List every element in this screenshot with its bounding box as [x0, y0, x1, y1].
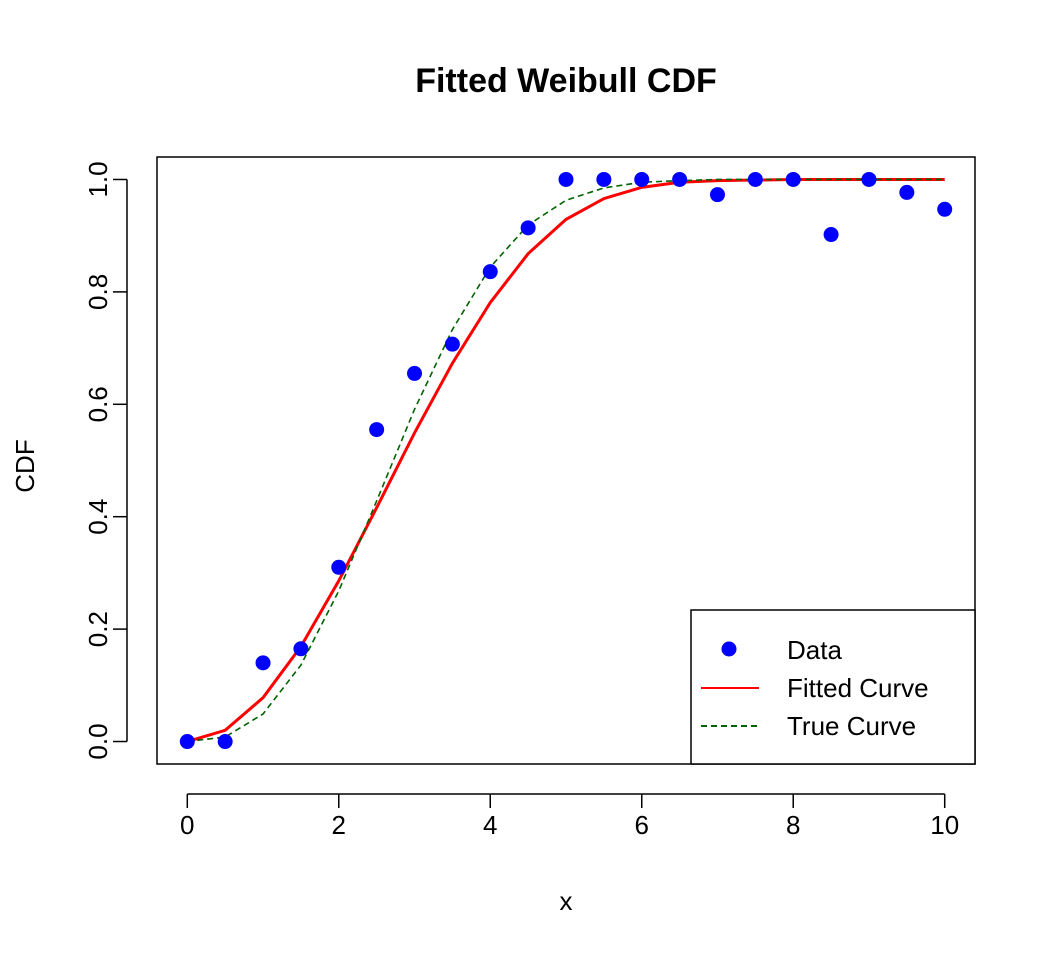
- y-tick-label: 0.0: [83, 723, 113, 759]
- data-point: [823, 227, 839, 243]
- data-point: [293, 641, 309, 657]
- data-point: [444, 336, 460, 352]
- data-point: [709, 187, 725, 203]
- y-tick-label: 1.0: [83, 161, 113, 197]
- plot-frame: [156, 156, 976, 765]
- data-point: [407, 365, 423, 381]
- data-point: [937, 201, 953, 217]
- legend-data-marker: [721, 641, 737, 657]
- y-tick-label: 0.2: [83, 611, 113, 647]
- data-point: [558, 171, 574, 187]
- x-tick-label: 2: [332, 810, 346, 840]
- data-point: [672, 171, 688, 187]
- legend-data-label: Data: [787, 635, 842, 665]
- data-point: [255, 655, 271, 671]
- y-tick-label: 0.4: [83, 499, 113, 535]
- data-point: [785, 171, 801, 187]
- chart-title: Fitted Weibull CDF: [415, 62, 717, 100]
- data-point: [217, 734, 233, 750]
- fitted-curve-line: [186, 177, 945, 743]
- data-point: [331, 559, 347, 575]
- x-axis: 0 2 4 6 8 10: [180, 793, 959, 840]
- x-tick-label: 8: [786, 810, 800, 840]
- points-layer: [179, 171, 953, 750]
- x-tick-label: 6: [635, 810, 649, 840]
- x-tick-label: 10: [930, 810, 959, 840]
- legend-true-label: True Curve: [787, 711, 916, 741]
- legend: Data Fitted Curve True Curve: [690, 609, 976, 765]
- data-point: [596, 171, 612, 187]
- data-point: [482, 264, 498, 280]
- x-axis-label: x: [560, 886, 573, 916]
- y-axis: 0.0 0.2 0.4 0.6 0.8 1.0: [83, 161, 128, 760]
- y-tick-label: 0.6: [83, 386, 113, 422]
- x-tick-label: 0: [180, 810, 194, 840]
- legend-fitted-label: Fitted Curve: [787, 673, 929, 703]
- data-point: [520, 220, 536, 236]
- data-point: [179, 734, 195, 750]
- data-point: [634, 171, 650, 187]
- data-point: [861, 171, 877, 187]
- data-point: [747, 171, 763, 187]
- data-point: [369, 422, 385, 438]
- curves-layer: [186, 177, 945, 743]
- y-axis-label: CDF: [10, 439, 40, 492]
- y-tick-label: 0.8: [83, 274, 113, 310]
- data-point: [899, 184, 915, 200]
- true-curve-line: [187, 178, 945, 743]
- x-tick-label: 4: [483, 810, 497, 840]
